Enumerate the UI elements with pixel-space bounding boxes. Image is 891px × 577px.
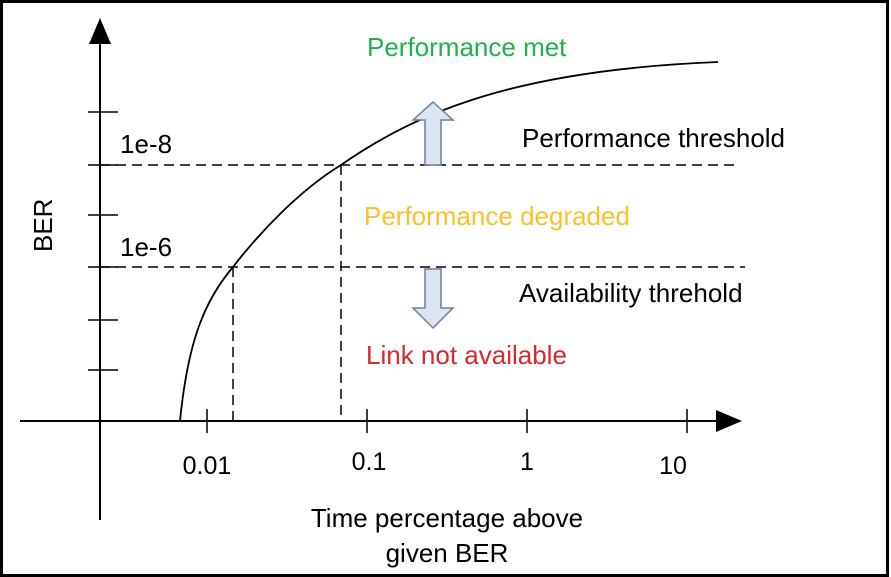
performance-threshold-label: Performance threshold — [522, 123, 785, 153]
x-axis-label: given BER — [386, 538, 509, 568]
ber-curve — [179, 61, 719, 422]
x-tick-label: 0.01 — [183, 452, 232, 480]
y-ticks — [88, 111, 118, 371]
x-tick-label: 10 — [659, 452, 687, 480]
performance-met-label: Performance met — [367, 32, 567, 62]
x-axis-label: Time percentage above — [311, 503, 583, 533]
x-axis-arrow-icon — [716, 410, 742, 432]
x-ticks — [206, 409, 688, 433]
y-level-label: 1e-6 — [120, 232, 172, 262]
y-axis-arrow-icon — [89, 18, 111, 44]
up-arrow-icon — [411, 100, 455, 166]
x-tick-label: 0.1 — [352, 448, 387, 476]
link-not-available-label: Link not available — [366, 340, 567, 370]
availability-threshold-label: Availability threhold — [519, 278, 743, 308]
down-arrow-icon — [411, 268, 455, 330]
performance-degraded-label: Performance degraded — [364, 201, 630, 231]
y-axis-label: BER — [28, 199, 58, 252]
x-tick-label: 1 — [520, 448, 534, 476]
y-level-label: 1e-8 — [120, 129, 172, 159]
